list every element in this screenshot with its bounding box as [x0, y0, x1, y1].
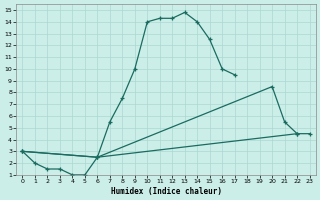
X-axis label: Humidex (Indice chaleur): Humidex (Indice chaleur) — [110, 187, 221, 196]
